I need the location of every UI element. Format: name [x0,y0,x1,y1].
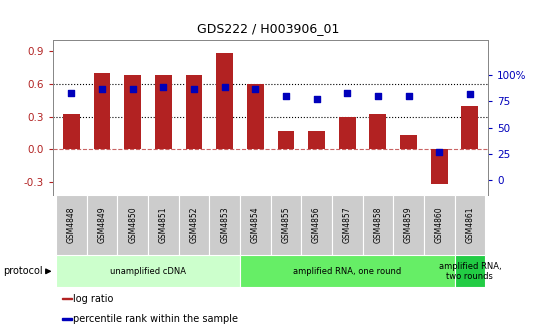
Text: log ratio: log ratio [73,294,113,303]
Point [373,93,382,99]
Text: GSM4858: GSM4858 [373,207,382,243]
Text: unamplified cDNA: unamplified cDNA [110,267,186,276]
Bar [277,131,295,149]
Bar [62,318,72,320]
Text: percentile rank within the sample: percentile rank within the sample [73,314,238,324]
Text: GSM4857: GSM4857 [343,207,352,244]
Bar [209,195,240,255]
Bar [455,255,485,287]
Point [220,84,229,89]
Bar [155,75,172,149]
Point [128,86,137,91]
Text: GSM4850: GSM4850 [128,207,137,244]
Text: GSM4851: GSM4851 [159,207,168,243]
Text: amplified RNA,
two rounds: amplified RNA, two rounds [439,262,501,281]
Bar [271,195,301,255]
Bar [186,75,203,149]
Point [251,86,260,91]
Point [435,149,444,155]
Bar [62,298,72,299]
Bar [148,195,179,255]
Point [465,91,474,97]
Bar [117,195,148,255]
Bar [124,75,141,149]
Bar [455,195,485,255]
Bar [94,73,110,149]
Bar [332,195,363,255]
Bar [56,195,86,255]
Text: GSM4856: GSM4856 [312,207,321,244]
Bar [431,149,448,184]
Point [312,96,321,102]
Point [281,93,290,99]
Bar [240,255,455,287]
Point [98,86,107,91]
Bar [86,195,117,255]
Bar [461,106,478,149]
Point [343,90,352,95]
Text: GSM4852: GSM4852 [190,207,199,243]
Bar [400,135,417,149]
Bar [363,195,393,255]
Text: amplified RNA, one round: amplified RNA, one round [293,267,401,276]
Bar [240,195,271,255]
Point [404,93,413,99]
Bar [56,255,240,287]
Text: GDS222 / H003906_01: GDS222 / H003906_01 [196,22,339,35]
Text: GSM4855: GSM4855 [281,207,291,244]
Text: GSM4861: GSM4861 [465,207,474,243]
Bar [63,114,80,149]
Bar [369,114,386,149]
Bar [308,131,325,149]
Point [67,90,76,95]
Point [159,84,168,89]
Bar [179,195,209,255]
Bar [247,84,264,149]
Text: GSM4860: GSM4860 [435,207,444,244]
Text: GSM4853: GSM4853 [220,207,229,244]
Bar [301,195,332,255]
Text: GSM4849: GSM4849 [98,207,107,244]
Bar [217,53,233,149]
Bar [339,117,355,149]
Text: GSM4854: GSM4854 [251,207,260,244]
Bar [393,195,424,255]
Point [190,86,199,91]
Text: GSM4848: GSM4848 [67,207,76,243]
Text: GSM4859: GSM4859 [404,207,413,244]
Text: protocol: protocol [3,266,42,276]
Bar [424,195,455,255]
